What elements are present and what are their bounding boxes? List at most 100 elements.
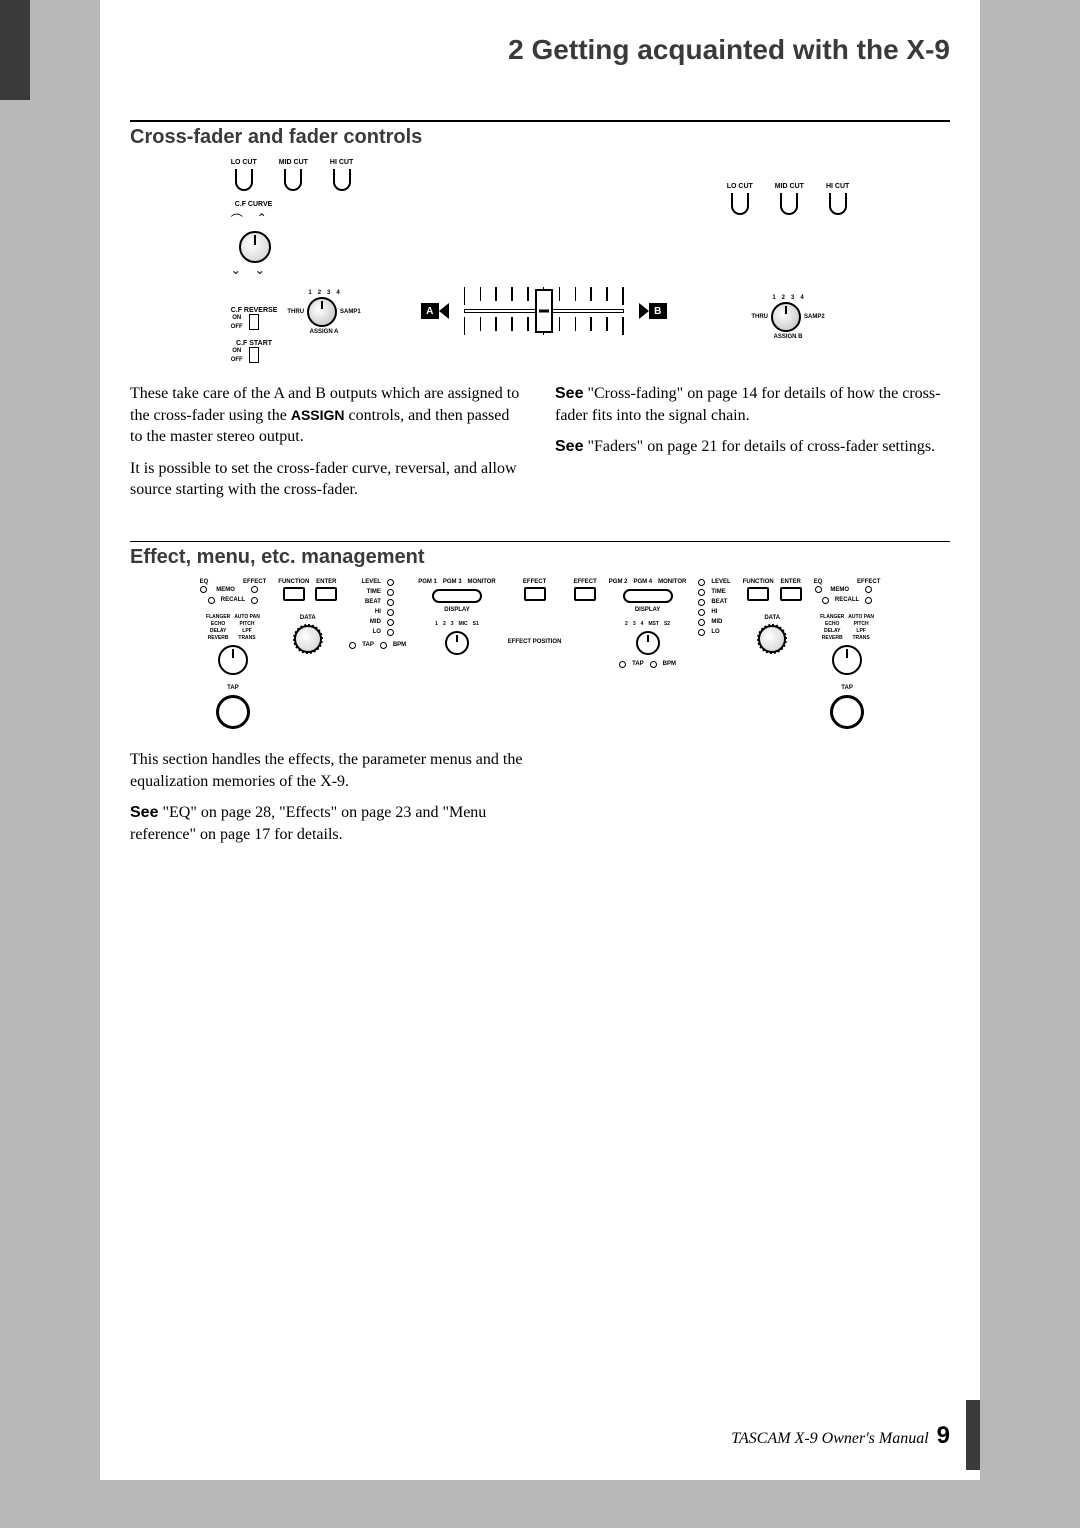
assign-a-label: ASSIGN A [310, 329, 339, 335]
locut-label: LO CUT [231, 159, 257, 166]
off-label: OFF [231, 357, 243, 363]
led-icon [698, 609, 705, 616]
data-label: DATA [764, 615, 780, 621]
fx-label: FLANGER [820, 614, 844, 620]
data-dial [758, 625, 786, 653]
recall-label: RECALL [221, 597, 245, 603]
locut-knob [235, 169, 253, 191]
hicut-label: HI CUT [826, 183, 849, 190]
tick: 4 [800, 295, 803, 301]
hi-label: HI [375, 609, 381, 615]
monitor-label: MONITOR [468, 579, 496, 585]
midcut-label: MID CUT [279, 159, 308, 166]
fx-label: FLANGER [206, 614, 230, 620]
text: "Faders" on page 21 for details of cross… [583, 438, 935, 455]
marker-b: B [649, 303, 667, 319]
effect-btn-label: EFFECT [523, 579, 546, 585]
pgm2-label: PGM 2 [609, 579, 628, 585]
page: 2 Getting acquainted with the X-9 Cross-… [100, 0, 980, 1480]
led-icon [698, 589, 705, 596]
text: "EQ" on page 28, "Effects" on page 23 an… [130, 804, 486, 843]
see-label: See [555, 385, 583, 402]
midcut-label: MID CUT [775, 183, 804, 190]
led-icon [698, 599, 705, 606]
data-label: DATA [300, 615, 316, 621]
section2-title: Effect, menu, etc. management [130, 546, 950, 569]
pgm4-label: PGM 4 [633, 579, 652, 585]
led-icon [387, 599, 394, 606]
tick: 1 [435, 621, 438, 627]
enter-button [315, 587, 337, 601]
led-icon [865, 597, 872, 604]
led-icon [200, 586, 207, 593]
effects-diagram: EQ MEMO EFFECT RECALL FLANGERAUTO PAN EC… [130, 579, 950, 729]
midcut-knob [780, 193, 798, 215]
led-icon [208, 597, 215, 604]
mid-label: MID [370, 619, 381, 625]
fx-label: REVERB [820, 635, 844, 641]
tap-label: TAP [362, 642, 374, 648]
led-icon [251, 586, 258, 593]
bpm-label: BPM [663, 661, 676, 667]
tick: MST [648, 621, 659, 627]
tick: 2 [782, 295, 785, 301]
hicut-label: HI CUT [330, 159, 353, 166]
effect-pos-a-knob [445, 631, 469, 655]
curve-icons-b: ⌄⌄ [231, 263, 265, 277]
lo-label: LO [373, 629, 381, 635]
led-icon [815, 586, 822, 593]
led-icon [387, 629, 394, 636]
chapter-title: 2 Getting acquainted with the X-9 [100, 0, 980, 100]
cut-group-left: LO CUT MID CUT HI CUT [231, 159, 361, 191]
tick: S1 [473, 621, 479, 627]
fx-label: PITCH [848, 621, 874, 627]
cfreverse-switch [249, 314, 259, 330]
crossfader-diagram: LO CUT MID CUT HI CUT C.F CURVE ⌒⌃ ⌄⌄ C [130, 159, 950, 363]
assign-b-knob [771, 302, 801, 332]
fx-label: DELAY [820, 628, 844, 634]
on-label: ON [231, 348, 243, 354]
eq-led-label: EQ [200, 579, 209, 585]
cut-group-right: LO CUT MID CUT HI CUT [727, 183, 850, 215]
function-button [747, 587, 769, 601]
tap-label: TAP [632, 661, 644, 667]
function-label: FUNCTION [278, 579, 309, 585]
time-label: TIME [711, 589, 725, 595]
off-label: OFF [231, 324, 243, 330]
tick: 3 [327, 290, 330, 296]
fx-label: ECHO [206, 621, 230, 627]
fx-label: ECHO [820, 621, 844, 627]
samp2-label: SAMP2 [804, 314, 825, 320]
led-icon [387, 609, 394, 616]
locut-knob [731, 193, 749, 215]
tick: 2 [443, 621, 446, 627]
tick: S2 [664, 621, 670, 627]
tick: 1 [308, 290, 311, 296]
pgm1-label: PGM 1 [418, 579, 437, 585]
enter-label: ENTER [781, 579, 801, 585]
effect-position-label: EFFECT POSITION [508, 639, 562, 645]
function-label: FUNCTION [743, 579, 774, 585]
section2-p1: This section handles the effects, the pa… [130, 749, 525, 792]
assign-b-label: ASSIGN B [774, 334, 803, 340]
memo-label: MEMO [216, 587, 235, 593]
led-icon [387, 579, 394, 586]
led-icon [865, 586, 872, 593]
see-label: See [555, 438, 583, 455]
memo-label: MEMO [830, 587, 849, 593]
cfcurve-knob [239, 231, 271, 263]
recall-label: RECALL [835, 597, 859, 603]
effect-button-b [574, 587, 596, 601]
cfreverse-label: C.F REVERSE [231, 307, 278, 314]
fx-label: PITCH [234, 621, 260, 627]
cfstart-label: C.F START [231, 340, 278, 347]
locut-label: LO CUT [727, 183, 753, 190]
display-b [623, 589, 673, 603]
led-icon [698, 619, 705, 626]
cfstart-switch [249, 347, 259, 363]
led-icon [698, 629, 705, 636]
side-tab [0, 0, 30, 100]
enter-button [780, 587, 802, 601]
thru-label: THRU [287, 309, 304, 315]
footer-tab [966, 1400, 980, 1470]
